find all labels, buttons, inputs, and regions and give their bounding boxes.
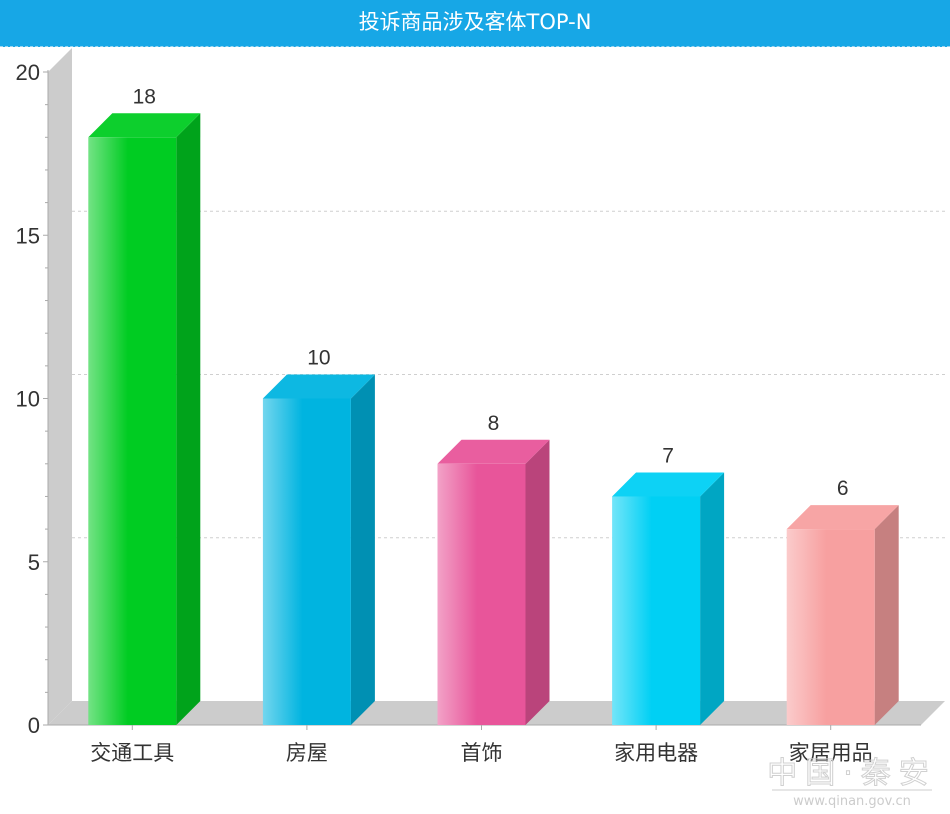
bar-top [88,113,201,138]
bar-top [437,439,550,464]
bar [88,137,177,726]
bar-side [350,374,375,725]
left-wall [48,48,72,725]
x-tick-label: 房屋 [286,741,328,765]
bar-top [262,374,375,399]
x-tick-label: 家居用品 [789,741,873,765]
data-label: 8 [488,412,500,435]
y-tick-label: 10 [16,387,40,412]
x-tick-label: 交通工具 [90,741,174,765]
data-label: 6 [837,477,849,500]
bar-side [176,113,201,726]
y-tick-label: 20 [16,60,40,85]
x-tick-label: 首饰 [461,741,503,765]
bar [612,496,701,725]
data-label: 18 [133,85,156,108]
x-tick-label: 家用电器 [614,741,698,765]
bar [786,529,875,725]
bar-side [700,472,725,725]
watermark-url: www.qinan.gov.cn [793,794,911,809]
y-tick-label: 0 [28,713,40,738]
bar-top [612,472,725,497]
data-label: 10 [307,347,330,370]
bar-side [525,439,550,725]
watermark-logo: 中国·秦安 [767,756,937,791]
bar-top [786,505,899,530]
y-tick-label: 5 [28,550,40,575]
bar [437,463,526,725]
chart-title: 投诉商品涉及客体TOP-N [358,10,592,34]
title-bar: 投诉商品涉及客体TOP-N [0,0,950,47]
bar-side [874,505,899,725]
bar [262,398,351,725]
y-tick-label: 15 [16,223,40,248]
data-label: 7 [662,444,674,467]
